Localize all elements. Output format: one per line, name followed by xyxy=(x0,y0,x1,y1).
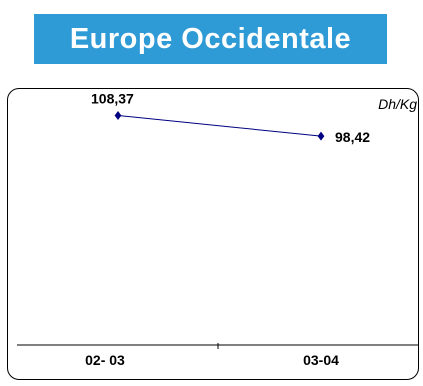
title-banner: Europe Occidentale xyxy=(34,14,387,64)
data-label: 98,42 xyxy=(335,129,370,145)
data-label: 108,37 xyxy=(91,91,134,107)
data-point xyxy=(114,111,122,121)
series-line xyxy=(117,115,322,137)
unit-label: Dh/Kg xyxy=(378,96,417,112)
data-point xyxy=(317,131,325,141)
chart-frame xyxy=(7,88,419,380)
x-tick-label: 03-04 xyxy=(303,352,339,368)
x-tick-label: 02- 03 xyxy=(85,352,125,368)
chart-title: Europe Occidentale xyxy=(69,22,352,55)
